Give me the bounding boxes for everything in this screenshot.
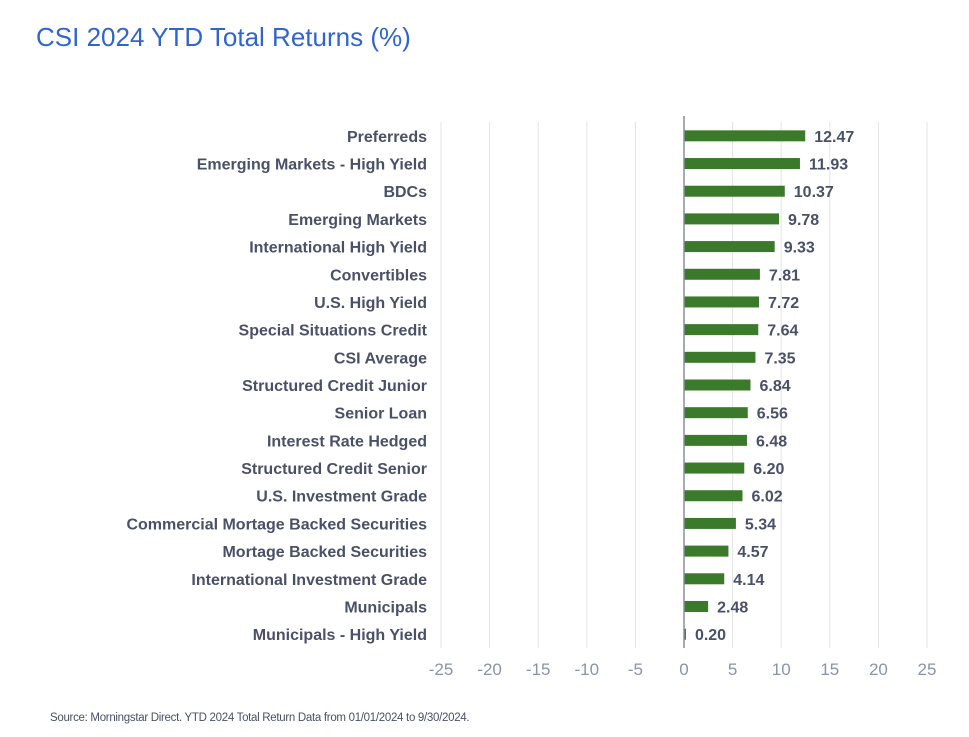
data-label: 0.20 [695,627,726,644]
category-label: Special Situations Credit [239,323,428,340]
category-label: Structured Credit Junior [242,378,427,395]
x-tick-label: 5 [728,660,737,679]
bar [684,268,760,280]
x-tick-label: 20 [869,660,888,679]
bar [684,407,748,419]
bar [684,462,745,474]
bar [684,324,759,336]
data-label: 7.35 [764,350,795,367]
x-tick-label: -5 [628,660,643,679]
bar [684,213,780,225]
x-tick-label: -15 [526,660,551,679]
data-label: 6.02 [752,489,783,506]
data-label: 6.20 [753,461,784,478]
category-label: Structured Credit Senior [241,461,427,478]
category-label: CSI Average [334,350,427,367]
category-label: Municipals [344,599,427,616]
x-tick-label: -20 [477,660,502,679]
bar [684,241,775,253]
category-label: Mortage Backed Securities [222,544,427,561]
bar [684,185,785,197]
bar [684,351,756,363]
data-label: 5.34 [745,516,776,533]
x-tick-label: -25 [429,660,454,679]
data-label: 6.48 [756,433,787,450]
data-label: 11.93 [809,157,848,174]
chart-title: CSI 2024 YTD Total Returns (%) [36,22,411,52]
category-label: Senior Loan [335,406,427,423]
bar [684,600,709,612]
bar [684,379,751,391]
category-label: Convertibles [330,267,427,284]
category-label: Emerging Markets - High Yield [197,157,427,174]
data-label: 4.14 [733,572,764,589]
category-label: BDCs [383,184,427,201]
bar [684,434,747,446]
data-label: 2.48 [717,599,748,616]
bar [684,628,686,640]
category-label: Preferreds [347,129,427,146]
x-tick-label: 10 [772,660,791,679]
bar [684,296,760,308]
source-note: Source: Morningstar Direct. YTD 2024 Tot… [50,712,470,724]
data-label: 7.72 [768,295,799,312]
bar [684,573,725,585]
data-label: 7.81 [769,267,800,284]
data-label: 6.56 [757,406,788,423]
bar [684,545,729,557]
category-label: Municipals - High Yield [253,627,427,644]
data-label: 9.78 [788,212,819,229]
category-label: U.S. High Yield [314,295,427,312]
data-label: 12.47 [814,129,854,146]
data-label: 7.64 [767,323,798,340]
data-label: 6.84 [759,378,790,395]
category-label: Commercial Mortage Backed Securities [126,516,427,533]
category-label: International High Yield [249,240,427,257]
category-label: International Investment Grade [191,572,427,589]
bar [684,158,800,170]
category-label: Interest Rate Hedged [267,433,427,450]
x-tick-label: -10 [575,660,600,679]
x-tick-label: 0 [679,660,688,679]
category-label: Emerging Markets [288,212,427,229]
bar [684,490,743,502]
data-label: 9.33 [784,240,815,257]
data-label: 10.37 [794,184,834,201]
x-tick-label: 25 [918,660,937,679]
category-label: U.S. Investment Grade [256,489,427,506]
x-tick-label: 15 [820,660,839,679]
data-label: 4.57 [737,544,768,561]
bar [684,130,806,142]
bar [684,517,736,529]
